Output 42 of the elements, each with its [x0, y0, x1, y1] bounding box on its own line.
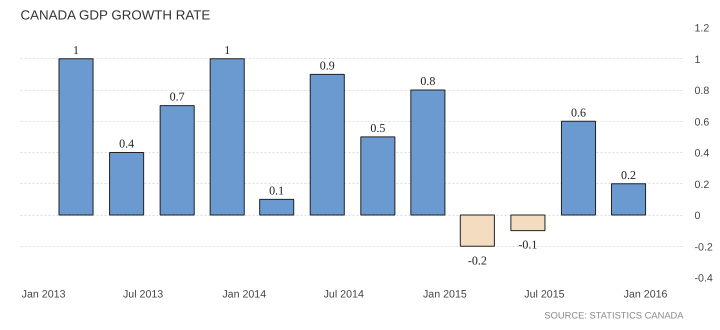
chart-title: CANADA GDP GROWTH RATE [20, 8, 210, 22]
x-tick-label: Jan 2013 [22, 288, 66, 300]
data-label: 1 [73, 42, 80, 57]
data-label: 0.1 [269, 183, 284, 198]
bar [460, 214, 495, 247]
bar [610, 183, 646, 216]
data-label: 0.5 [370, 120, 386, 135]
y-tick-label: 0.2 [694, 178, 710, 191]
y-tick-label: 0.8 [694, 85, 710, 97]
source-note: SOURCE: STATISTICS CANADA [544, 310, 684, 320]
bar [58, 58, 94, 216]
bar [360, 136, 396, 216]
bar [310, 74, 345, 216]
y-tick-label: -0.4 [694, 272, 713, 284]
data-label: 0.9 [320, 58, 335, 72]
y-tick-label: 0 [694, 210, 700, 222]
y-tick-label: 1.2 [694, 22, 710, 34]
data-label: -0.1 [518, 238, 538, 252]
y-tick-label: -0.2 [694, 241, 713, 254]
y-tick-label: 0.6 [694, 116, 710, 128]
x-tick-label: Jul 2015 [524, 288, 565, 300]
bar [510, 214, 546, 232]
bar [560, 120, 596, 216]
data-label: 0.2 [621, 168, 636, 182]
data-label: -0.2 [468, 253, 487, 268]
bar [259, 198, 294, 216]
x-tick-label: Jan 2015 [422, 288, 467, 300]
y-tick-label: 0.4 [694, 148, 710, 160]
data-label: 0.4 [119, 136, 134, 150]
bar [160, 105, 195, 216]
bar [410, 90, 446, 216]
x-tick-label: Jul 2014 [324, 288, 364, 300]
data-label: 0.8 [420, 74, 436, 88]
data-label: 0.7 [170, 90, 185, 104]
y-tick-label: 1 [694, 54, 700, 66]
x-tick-label: Jan 2016 [624, 288, 668, 300]
x-tick-label: Jul 2013 [122, 288, 164, 300]
data-label: 1 [224, 42, 230, 57]
data-label: 0.6 [570, 105, 586, 120]
bar [210, 58, 245, 216]
x-tick-label: Jan 2014 [222, 288, 266, 300]
bar [109, 152, 144, 216]
